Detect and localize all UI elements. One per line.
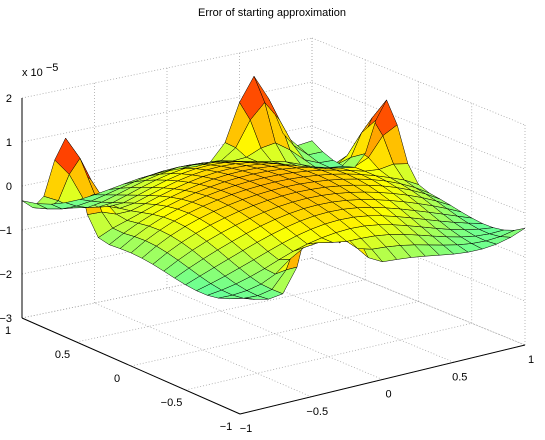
x-tick-label: 1 [528, 354, 534, 366]
z-scale-exponent: −5 [46, 62, 59, 74]
chart-title: Error of starting approximation [198, 7, 346, 19]
z-scale-base: x 10 [22, 67, 43, 79]
x-axis-line [239, 344, 526, 415]
x-tick-label: 0.5 [452, 371, 467, 383]
y-tick-label: 1 [5, 325, 11, 337]
z-tick-label: −1 [0, 225, 12, 237]
grid-line [311, 81, 526, 170]
z-tick-label: −3 [0, 313, 12, 325]
grid-line [94, 302, 312, 398]
z-tick-label: 0 [6, 181, 12, 193]
surface-patch [21, 200, 48, 210]
z-scale-label: x 10 −5 [22, 62, 58, 79]
y-axis-line [21, 317, 241, 415]
y-tick-label: 0.5 [55, 349, 70, 361]
grid-line [76, 279, 366, 343]
grid-line [130, 301, 419, 367]
x-tick-label: −0.5 [306, 406, 328, 418]
y-tick-label: −0.5 [161, 397, 183, 409]
grid-line [185, 322, 472, 391]
x-tick-label: −1 [240, 423, 253, 435]
z-tick-label: 2 [6, 93, 12, 105]
y-tick-label: −1 [220, 421, 233, 433]
error-surface [21, 75, 526, 300]
axes [21, 98, 526, 415]
z-tick-label: −2 [0, 269, 12, 281]
z-tick-label: 1 [6, 137, 12, 149]
grid-line [21, 37, 313, 99]
y-tick-label: 0 [114, 373, 120, 385]
x-tick-label: 0 [385, 389, 391, 401]
